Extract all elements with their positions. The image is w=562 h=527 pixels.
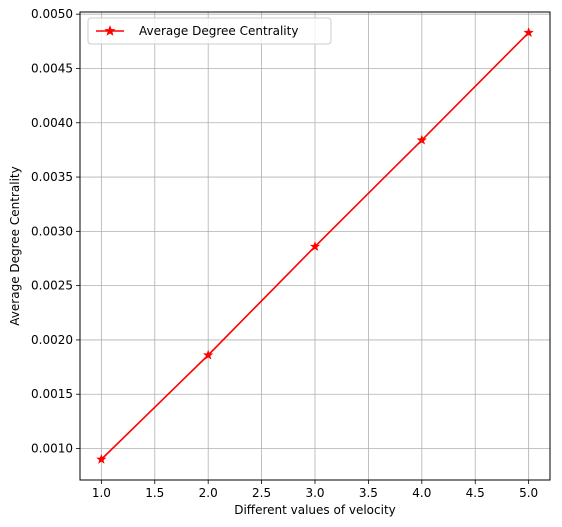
x-tick-label: 3.0 [305, 486, 324, 500]
data-point-star-marker [523, 27, 534, 37]
y-tick-label: 0.0025 [31, 279, 73, 293]
y-tick-label: 0.0045 [31, 61, 73, 75]
y-tick-label: 0.0040 [31, 116, 73, 130]
y-tick-label: 0.0020 [31, 333, 73, 347]
y-tick-label: 0.0035 [31, 170, 73, 184]
data-point-star-marker [416, 134, 427, 145]
x-tick-label: 3.5 [359, 486, 378, 500]
legend: Average Degree Centrality [87, 17, 332, 45]
y-tick-label: 0.0030 [31, 224, 73, 238]
y-tick-label: 0.0015 [31, 387, 73, 401]
series-layer [96, 27, 534, 464]
y-tick-label: 0.0010 [31, 442, 73, 456]
legend-label: Average Degree Centrality [139, 24, 298, 38]
legend-box [87, 17, 332, 45]
x-axis-title: Different values of velocity [234, 503, 396, 517]
x-tick-label: 5.0 [519, 486, 538, 500]
data-point-star-marker [203, 349, 214, 360]
x-tick-label: 4.5 [466, 486, 485, 500]
ticks: 1.0 1.5 2.0 2.5 3.0 3.5 4.0 4.5 5.0 0.0010 0.0015 0… [31, 7, 538, 500]
grid [80, 12, 550, 480]
data-point-star-marker [309, 241, 321, 251]
x-tick-label: 1.5 [145, 486, 164, 500]
data-point-star-marker [96, 454, 107, 464]
x-tick-label: 2.0 [199, 486, 218, 500]
legend-star-marker [104, 25, 116, 36]
x-tick-label: 4.0 [412, 486, 431, 500]
x-tick-label: 1.0 [92, 486, 111, 500]
y-tick-label: 0.0050 [31, 7, 73, 21]
x-tick-label: 2.5 [252, 486, 271, 500]
y-axis-title: Average Degree Centrality [8, 166, 22, 325]
